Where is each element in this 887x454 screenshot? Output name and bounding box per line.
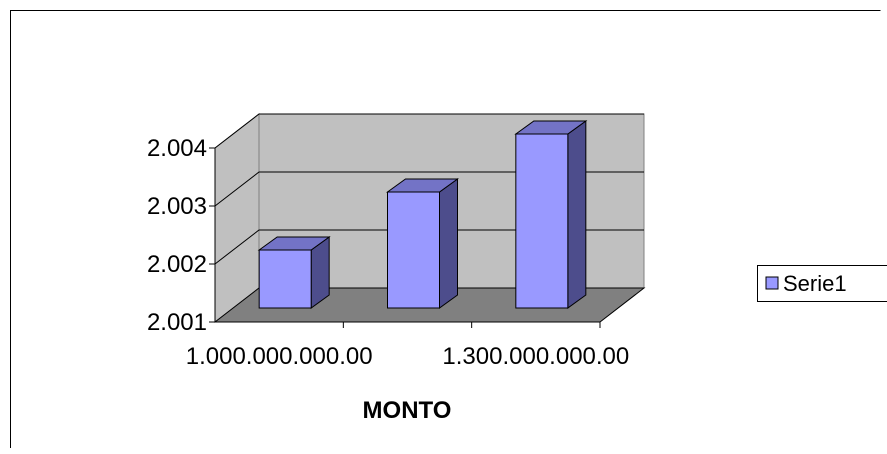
legend: Serie1 [758,266,887,302]
x-tick-label: 1.000.000.000.00 [186,343,373,370]
y-tick-label: 2.002 [147,251,207,278]
legend-swatch [766,277,778,289]
bar-side [568,121,586,308]
y-tick-label: 2.003 [147,193,207,220]
bar-front [516,134,568,308]
bar-side [440,179,458,308]
y-tick-label: 2.001 [147,309,207,336]
bar-2 [388,179,458,308]
legend-label: Serie1 [783,271,847,296]
bar-3 [516,121,586,308]
x-axis-label: MONTO [363,397,452,424]
bar-front [259,250,311,308]
side-wall [215,114,259,322]
y-tick-label: 2.004 [147,135,207,162]
bar-1 [259,237,329,308]
x-tick-label: 1.300.000.000.00 [442,343,629,370]
bar-front [388,192,440,308]
